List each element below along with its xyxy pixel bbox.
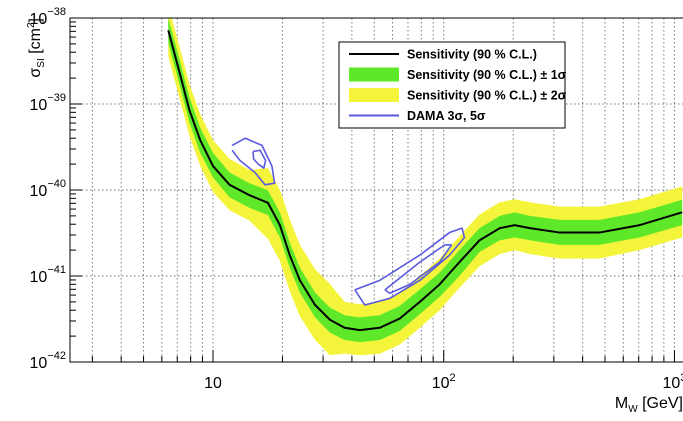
y-label-sup: 2 xyxy=(26,22,37,28)
y-tick-base: 10 xyxy=(30,355,48,372)
y-tick-label: 10−41 xyxy=(30,264,66,286)
legend-label: DAMA 3σ, 5σ xyxy=(407,109,486,123)
x-label-part: M xyxy=(615,395,628,412)
x-axis-label: MW [GeV] xyxy=(615,395,683,415)
y-tick-exponent: −42 xyxy=(47,350,66,362)
y-tick-label: 10−42 xyxy=(30,350,66,372)
y-tick-base: 10 xyxy=(30,183,48,200)
x-tick-exponent: 3 xyxy=(680,372,683,384)
y-label-part: ] xyxy=(27,18,44,22)
y-tick-exponent: −41 xyxy=(47,264,66,276)
dama-contour xyxy=(252,149,267,169)
y-tick-base: 10 xyxy=(30,11,48,28)
x-tick-label: 102 xyxy=(432,372,456,392)
dama-contour xyxy=(384,244,453,295)
legend-label: Sensitivity (90 % C.L.) ± 1σ xyxy=(407,68,567,82)
y-axis-label: σSI [cm2] xyxy=(26,18,47,78)
band xyxy=(168,18,683,343)
legend-swatch xyxy=(349,88,399,102)
y-label-part: σ xyxy=(27,68,44,78)
x-tick-label: 10 xyxy=(204,375,222,392)
y-label-sub: SI xyxy=(36,58,47,67)
x-label-sub: W xyxy=(628,404,638,415)
x-tick-base: 10 xyxy=(662,375,680,392)
plot-area xyxy=(167,18,683,356)
x-tick-base: 10 xyxy=(432,375,450,392)
dama-contour xyxy=(354,227,466,306)
dama-contour xyxy=(231,137,276,186)
legend-box xyxy=(338,41,566,129)
legend-swatch xyxy=(349,67,399,82)
y-tick-exponent: −39 xyxy=(47,92,66,104)
y-tick-label: 10−38 xyxy=(30,6,66,28)
y-tick-base: 10 xyxy=(30,97,48,114)
legend: Sensitivity (90 % C.L.) Sensitivity (90 %… xyxy=(338,41,567,129)
y-tick-base: 10 xyxy=(30,269,48,286)
x-tick-exponent: 2 xyxy=(450,372,456,384)
sensitivity-line xyxy=(167,30,683,332)
legend-label: Sensitivity (90 % C.L.) xyxy=(407,48,537,62)
y-tick-exponent: −38 xyxy=(47,6,66,18)
y-tick-label: 10−40 xyxy=(30,178,66,200)
y-label-part: [cm xyxy=(27,28,44,58)
x-tick-label: 103 xyxy=(662,372,683,392)
y-tick-exponent: −40 xyxy=(47,178,66,190)
y-tick-label: 10−39 xyxy=(30,92,66,114)
x-label-part: [GeV] xyxy=(638,395,683,412)
legend-label: Sensitivity (90 % C.L.) ± 2σ xyxy=(407,89,567,103)
